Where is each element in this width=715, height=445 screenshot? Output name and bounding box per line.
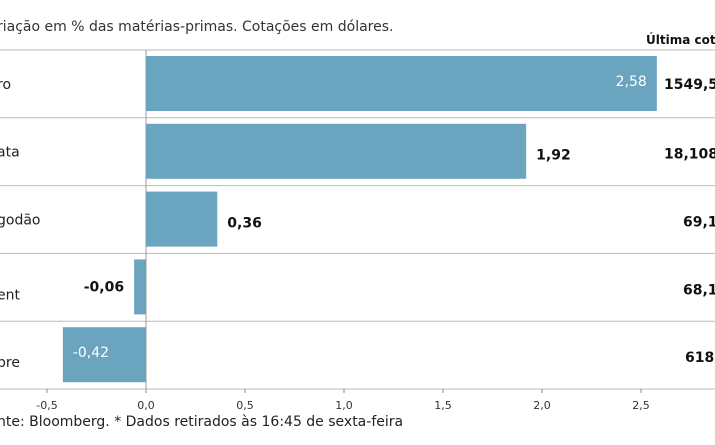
last-price-label: 18,1085 (664, 147, 715, 163)
value-label: -0,06 (84, 279, 124, 295)
last-price-label: 68,1 (683, 282, 715, 298)
value-label: 2,58 (616, 74, 647, 90)
x-tick-label: -0,5 (36, 399, 57, 412)
last-price-label: 69,1 (683, 215, 715, 231)
bar (146, 123, 527, 179)
category-label: godão (0, 213, 40, 229)
value-label: -0,42 (73, 345, 109, 361)
x-tick-label: 2,0 (533, 399, 551, 412)
x-axis: -0,5 0,0 0,5 1,0 1,5 2,0 2,5 (0, 388, 715, 412)
x-tick-label: 0,5 (236, 399, 254, 412)
bar (146, 191, 218, 247)
bar (62, 327, 147, 383)
last-price-label: 1549,56 (664, 77, 715, 93)
chart-subtitle: riação em % das matérias-primas. Cotaçõe… (0, 19, 393, 35)
chart-footer-note: nte: Bloomberg. * Dados retirados às 16:… (0, 414, 403, 430)
value-label: 0,36 (227, 216, 262, 232)
last-price-column-header: Última cotaç (646, 32, 715, 47)
bar (134, 259, 146, 315)
chart-bars: 2,58 1,92 0,36 -0,06 -0,42 (62, 56, 657, 383)
category-label: ro (0, 77, 11, 93)
x-tick-label: 1,5 (434, 399, 452, 412)
last-price-label: 6188 (685, 350, 715, 366)
x-tick-label: 2,5 (632, 399, 650, 412)
category-label: ata (0, 145, 20, 161)
x-tick-label: 1,0 (335, 399, 353, 412)
category-label: ent (0, 287, 20, 303)
category-label: bre (0, 355, 20, 371)
bar (146, 56, 657, 111)
value-label: 1,92 (536, 148, 571, 164)
x-tick-label: 0,0 (137, 399, 155, 412)
